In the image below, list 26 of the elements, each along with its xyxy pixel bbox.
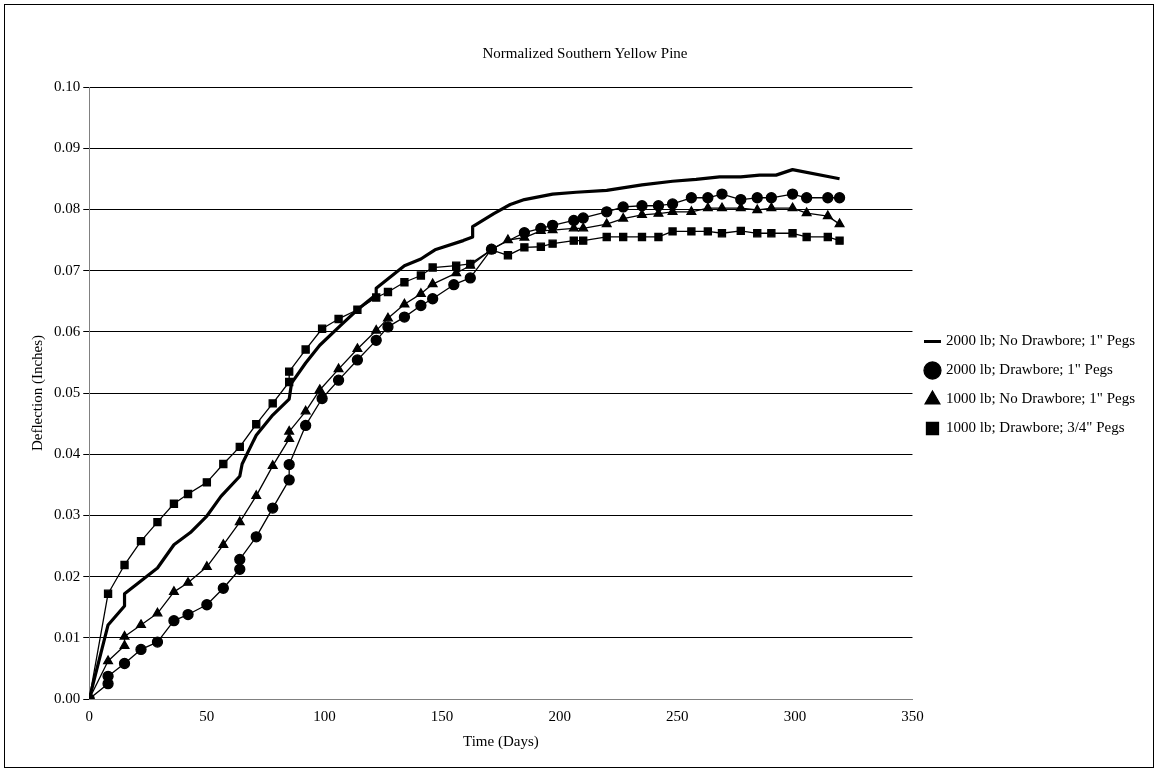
legend-label: 1000 lb; Drawbore; 3/4" Pegs: [945, 419, 1125, 436]
x-tick-label: 250: [666, 707, 689, 724]
legend-label: 1000 lb; No Drawbore; 1" Pegs: [945, 390, 1136, 407]
y-axis-title: Deflection (Inches): [28, 334, 46, 452]
x-tick-label: 50: [199, 707, 215, 724]
y-tick-label: 0.08: [54, 200, 81, 217]
chart-title: Normalized Southern Yellow Pine: [482, 44, 688, 61]
y-tick-label: 0.00: [54, 689, 81, 706]
y-tick-label: 0.03: [54, 506, 81, 523]
y-tick-label: 0.10: [54, 77, 81, 94]
x-tick-label: 350: [901, 707, 924, 724]
x-axis-title: Time (Days): [463, 732, 539, 750]
x-tick-label: 100: [313, 707, 336, 724]
y-tick-label: 0.02: [54, 567, 81, 584]
y-tick-label: 0.09: [54, 139, 81, 156]
x-tick-label: 200: [548, 707, 571, 724]
legend-label: 2000 lb; No Drawbore; 1" Pegs: [945, 332, 1136, 349]
legend-label: 2000 lb; Drawbore; 1" Pegs: [945, 361, 1114, 378]
y-tick-label: 0.05: [54, 383, 81, 400]
x-tick-label: 0: [85, 707, 93, 724]
y-tick-label: 0.04: [54, 445, 81, 462]
y-tick-label: 0.07: [54, 261, 81, 278]
y-tick-label: 0.06: [54, 322, 81, 339]
x-tick-label: 300: [783, 707, 807, 724]
x-tick-label: 150: [430, 707, 454, 724]
y-tick-label: 0.01: [54, 628, 81, 645]
